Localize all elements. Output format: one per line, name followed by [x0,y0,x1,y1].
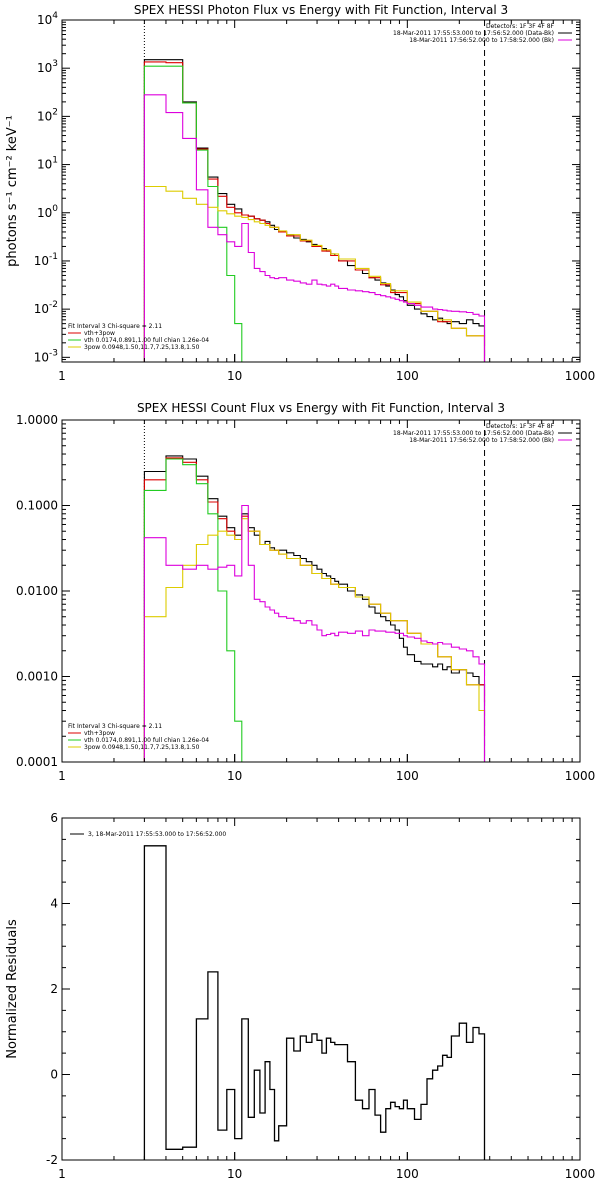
y-tick-label: 0 [50,1068,58,1082]
series-0 [143,455,486,762]
legend-entry: 18-Mar-2011 17:55:53.000 to 17:56:52.000… [393,430,554,437]
legend-entry: 18-Mar-2011 17:55:53.000 to 17:56:52.000… [393,30,554,37]
y-tick-label: 104 [37,11,58,27]
x-tick-label: 100 [396,369,419,383]
y-tick-label: 103 [37,59,58,75]
y-tick-label: 0.1000 [16,499,58,513]
y-tick-label: 1.0000 [16,413,58,427]
legend-entry: vth+3pow [84,730,115,737]
legend-entry: Fit Interval 3 Chi-square = 2.11 [68,723,162,730]
legend-entry: 3, 18-Mar-2011 17:55:53.000 to 17:56:52.… [88,831,226,838]
x-tick-label: 10 [227,769,242,783]
x-tick-label: 1000 [565,369,596,383]
x-tick-label: 10 [227,369,242,383]
legend-entry: Fit Interval 3 Chi-square = 2.11 [68,323,162,330]
x-tick-label: 100 [396,769,419,783]
legend-entry: vth+3pow [84,330,115,337]
y-tick-label: 10-2 [34,300,58,316]
legend-entry: vth 0.0174,0.891,1.00 full chian 1.26e-0… [84,337,209,344]
series-2 [143,65,243,362]
photon-flux-panel: SPEX HESSI Photon Flux vs Energy with Fi… [5,3,595,383]
x-tick-label: 1000 [565,1167,596,1181]
legend-entry: 3pow 0.0948,1.50,11.7,7.25,13.8,1.50 [84,744,200,751]
chart-title: SPEX HESSI Count Flux vs Energy with Fit… [137,401,505,415]
x-tick-label: 100 [396,1167,419,1181]
chart-title: SPEX HESSI Photon Flux vs Energy with Fi… [134,3,508,17]
y-tick-label: 0.0010 [16,670,58,684]
series-2 [143,458,243,762]
series-1 [143,61,486,362]
x-tick-label: 10 [227,1167,242,1181]
x-tick-label: 1 [58,1167,66,1181]
legend-entry: 18-Mar-2011 17:56:52.000 to 17:58:52.000… [409,437,554,444]
plot-frame [61,419,581,763]
y-tick-label: 100 [37,204,58,220]
series-4 [143,94,486,362]
residuals-panel: Normalized Residuals 1 10 100 1000 -2 0 2 4 6 3, 1… [5,811,595,1181]
legend-entry: Detectors: 1F 3F 4F 8F [486,423,555,430]
plot-frame [61,817,581,1161]
y-axis-label: photons s⁻¹ cm⁻² keV⁻¹ [5,115,20,267]
y-tick-label: 6 [50,811,58,825]
x-tick-label: 1 [58,369,66,383]
y-axis-label: Normalized Residuals [5,919,20,1059]
series-4 [143,504,486,762]
y-tick-label: 2 [50,982,58,996]
series-3 [143,185,486,362]
legend-entry: 18-Mar-2011 17:56:52.000 to 17:58:52.000… [409,37,554,44]
legend-entry: vth 0.0174,0.891,1.00 full chian 1.26e-0… [84,737,209,744]
y-tick-label: 102 [37,107,58,123]
y-tick-label: 0.0001 [16,755,58,769]
legend-entry: 3pow 0.0948,1.50,11.7,7.25,13.8,1.50 [84,344,200,351]
y-tick-label: 10-1 [34,252,58,268]
series-3 [143,518,486,762]
x-tick-label: 1 [58,769,66,783]
series-0 [143,845,486,1160]
series-1 [143,457,486,762]
y-tick-label: 10-3 [34,348,58,364]
count-flux-panel: SPEX HESSI Count Flux vs Energy with Fit… [16,401,595,783]
y-tick-label: 101 [37,156,58,172]
y-tick-label: 4 [50,897,58,911]
y-tick-label: -2 [46,1153,58,1167]
series-0 [143,59,486,362]
x-tick-label: 1000 [565,769,596,783]
plot-frame [61,19,581,363]
legend-entry: Detectors: 1F 3F 4F 8F [486,23,555,30]
y-tick-label: 0.0100 [16,584,58,598]
